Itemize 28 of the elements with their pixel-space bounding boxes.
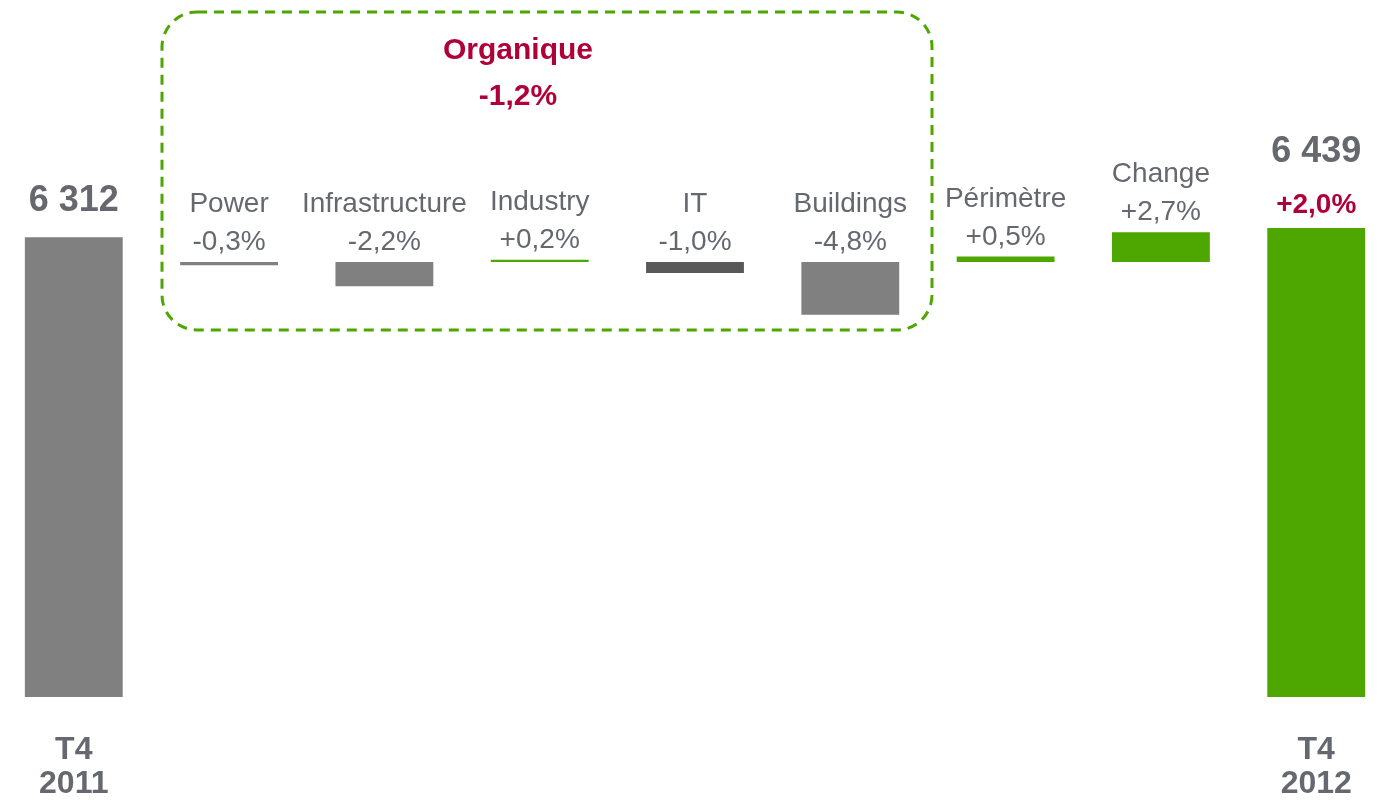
- x-tick-label: Buildings: [793, 187, 908, 218]
- x-tick-label: Change: [1111, 157, 1210, 189]
- data-label: -1,0%: [658, 225, 732, 256]
- x-tick-label: Périmètre: [944, 181, 1067, 213]
- data-label: 6 312: [28, 178, 119, 220]
- x-tick-label: IT: [682, 187, 708, 218]
- bar: [1112, 232, 1210, 262]
- data-label: 6 439: [1271, 129, 1362, 170]
- x-tick-label: T4 2012: [1280, 730, 1352, 800]
- text: -1,2%: [478, 78, 558, 111]
- bar: [180, 262, 278, 266]
- data-label: +0,5%: [965, 219, 1046, 251]
- data-label: -2,2%: [347, 225, 421, 256]
- x-tick-label: Infrastructure: [301, 187, 467, 218]
- bar: [646, 262, 744, 273]
- data-label: +2,7%: [1120, 195, 1202, 227]
- bar: [956, 256, 1055, 262]
- bar: [335, 262, 434, 287]
- text: Organique: [442, 32, 594, 65]
- x-tick-label: Power: [189, 187, 269, 218]
- bar: [801, 262, 900, 315]
- bar: [490, 259, 589, 262]
- x-tick-label: Industry: [489, 184, 590, 216]
- x-tick-label: T4 2011: [39, 730, 109, 800]
- data-label: -4,8%: [813, 225, 887, 256]
- annotation: +2,0%: [1276, 188, 1357, 219]
- data-label: +0,2%: [499, 222, 580, 254]
- data-label: -0,3%: [192, 225, 266, 256]
